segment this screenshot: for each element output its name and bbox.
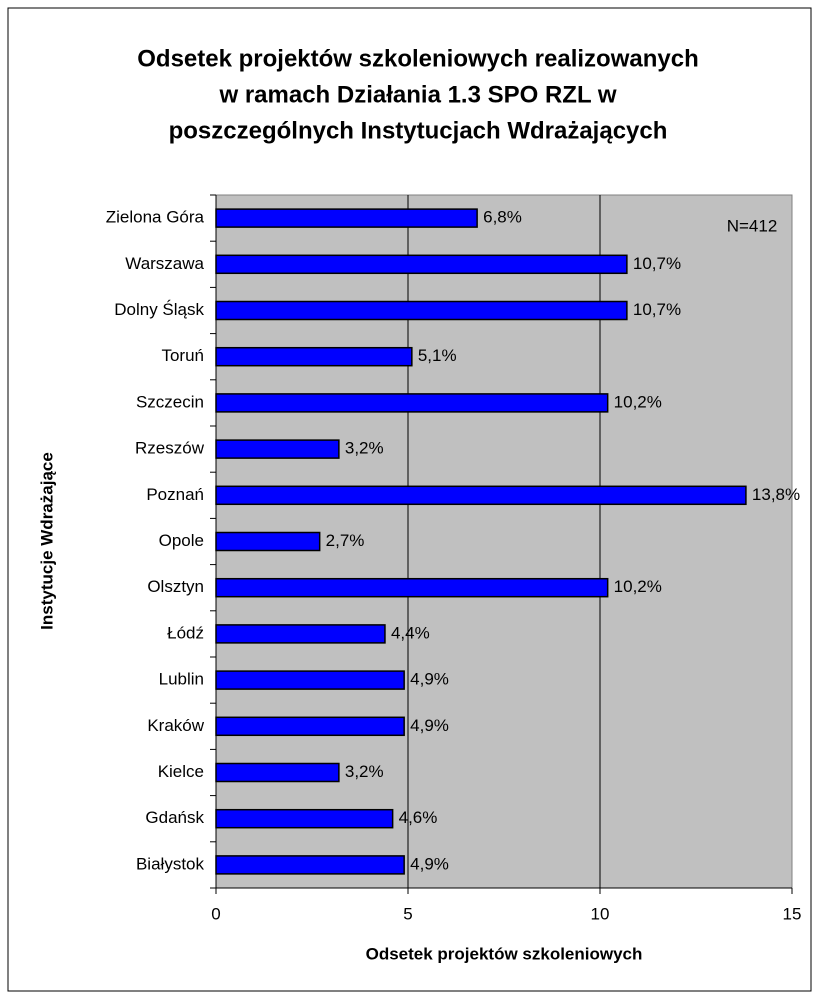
- data-label: 10,7%: [633, 254, 681, 273]
- bar: [215, 439, 340, 459]
- data-label: 4,4%: [391, 623, 430, 642]
- y-tick-label: Łódź: [167, 623, 204, 642]
- data-label: 4,9%: [410, 670, 449, 689]
- y-tick-label: Poznań: [146, 485, 204, 504]
- y-tick-label: Zielona Góra: [106, 208, 205, 227]
- bar: [215, 855, 405, 875]
- y-tick-label: Białystok: [136, 854, 205, 873]
- y-tick-label: Kraków: [147, 716, 204, 735]
- data-label: 3,2%: [345, 439, 384, 458]
- annotation: N=412: [727, 216, 778, 235]
- y-tick-label: Opole: [159, 531, 204, 550]
- x-tick-label: 15: [783, 904, 802, 923]
- bar: [215, 346, 413, 367]
- chart-title: poszczególnych Instytucjach Wdrażających: [169, 117, 668, 144]
- bar: [215, 624, 386, 644]
- x-tick-label: 5: [403, 904, 412, 923]
- y-tick-label: Rzeszów: [135, 439, 205, 458]
- x-tick-label: 10: [591, 904, 610, 923]
- bar: [215, 762, 340, 783]
- data-label: 3,2%: [345, 762, 384, 781]
- bar: [215, 485, 747, 506]
- bar: [215, 577, 609, 598]
- bar: [215, 531, 321, 552]
- data-label: 5,1%: [418, 346, 457, 365]
- bar: [215, 716, 405, 737]
- data-label: 6,8%: [483, 208, 522, 227]
- data-label: 4,6%: [399, 808, 438, 827]
- y-axis-title: Instytucje Wdrażające: [37, 452, 56, 630]
- bar: [215, 254, 628, 275]
- data-label: 4,9%: [410, 716, 449, 735]
- bar: [215, 393, 609, 413]
- data-label: 2,7%: [326, 531, 365, 550]
- y-tick-label: Kielce: [158, 762, 204, 781]
- y-tick-label: Lublin: [159, 670, 204, 689]
- x-axis-title: Odsetek projektów szkoleniowych: [366, 944, 643, 963]
- chart-title: w ramach Działania 1.3 SPO RZL w: [218, 81, 616, 108]
- bar: [215, 208, 478, 228]
- chart-title: Odsetek projektów szkoleniowych realizow…: [137, 45, 699, 72]
- data-label: 10,2%: [614, 392, 662, 411]
- bar: [215, 808, 394, 829]
- data-label: 4,9%: [410, 854, 449, 873]
- y-tick-label: Warszawa: [125, 254, 204, 273]
- bar: [215, 300, 628, 321]
- data-label: 10,7%: [633, 300, 681, 319]
- y-tick-label: Olsztyn: [147, 577, 204, 596]
- data-label: 13,8%: [752, 485, 800, 504]
- y-tick-label: Gdańsk: [145, 808, 204, 827]
- data-label: 10,2%: [614, 577, 662, 596]
- y-tick-label: Toruń: [161, 346, 204, 365]
- bar: [215, 670, 405, 690]
- y-tick-label: Szczecin: [136, 392, 204, 411]
- y-tick-label: Dolny Śląsk: [114, 300, 204, 319]
- x-tick-label: 0: [211, 904, 220, 923]
